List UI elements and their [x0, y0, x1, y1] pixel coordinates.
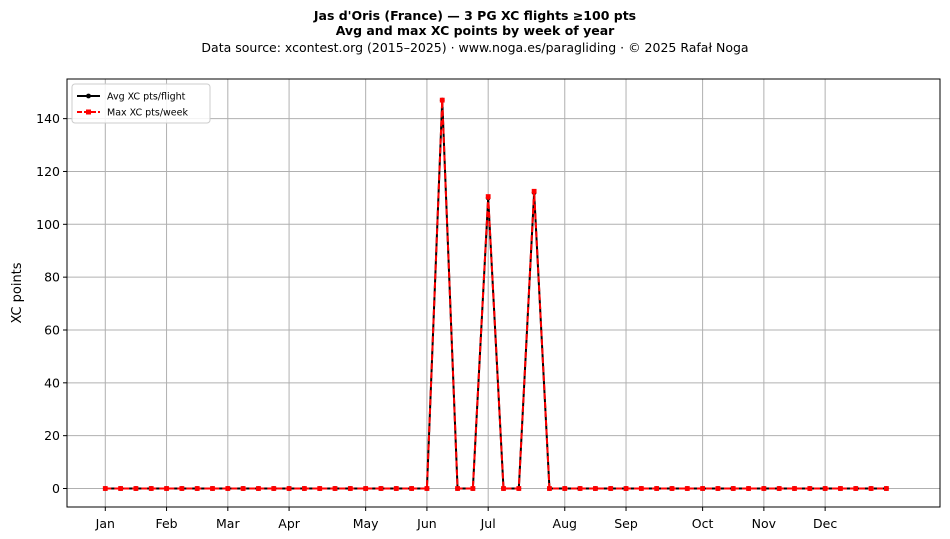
max-point — [439, 97, 445, 103]
x-tick-label: Oct — [692, 516, 714, 531]
max-point — [853, 486, 859, 491]
x-tick-label: Aug — [553, 516, 577, 531]
x-tick-label: Sep — [614, 516, 638, 531]
legend-marker — [86, 109, 91, 115]
max-point — [210, 486, 215, 491]
max-point — [393, 486, 399, 491]
max-point — [547, 486, 552, 491]
legend-box — [71, 83, 211, 124]
axis-ticks: 0 20 40 60 80 100 120 140 Jan Feb Mar Apr May Jun Jul A… — [36, 111, 837, 531]
x-tick-label: Mar — [216, 516, 240, 531]
max-point — [485, 194, 491, 199]
x-tick-label: May — [353, 516, 379, 531]
max-point — [730, 486, 736, 491]
x-tick-label: Feb — [155, 516, 177, 531]
legend-label: Max XC pts/week — [107, 108, 188, 119]
max-point — [286, 486, 292, 491]
x-tick-label: Nov — [752, 516, 777, 531]
y-tick-label: 40 — [44, 375, 60, 390]
x-tick-label: Jan — [95, 516, 115, 531]
y-tick-label: 0 — [52, 481, 60, 496]
max-point — [838, 486, 843, 491]
legend-label: Avg XC pts/flight — [107, 92, 186, 103]
max-point — [822, 486, 828, 491]
chart-title-block: Jas d'Oris (France) — 3 PG XC flights ≥1… — [0, 8, 950, 56]
y-tick-label: 140 — [36, 111, 60, 126]
y-tick-label: 20 — [44, 428, 60, 443]
max-point — [363, 486, 369, 491]
plot-frame — [66, 78, 941, 508]
max-point — [746, 486, 751, 491]
max-point — [608, 486, 614, 491]
max-point — [301, 486, 307, 491]
max-point — [761, 486, 767, 491]
max-point — [792, 486, 797, 491]
max-point — [638, 486, 644, 491]
series-line-max — [105, 99, 887, 490]
max-point — [684, 486, 690, 491]
max-point — [700, 486, 706, 491]
max-point — [592, 486, 598, 491]
max-point — [256, 486, 261, 491]
max-point — [470, 486, 476, 491]
max-point — [194, 486, 200, 491]
x-tick-label: Jul — [480, 516, 496, 531]
max-point — [623, 486, 629, 491]
max-point — [715, 486, 721, 491]
x-tick-label: Dec — [813, 516, 837, 531]
series-layer — [102, 97, 889, 491]
max-point — [378, 486, 384, 491]
max-point — [455, 486, 460, 491]
grid — [67, 79, 940, 507]
max-point — [164, 486, 169, 491]
y-tick-label: 60 — [44, 322, 60, 337]
max-point — [501, 486, 506, 491]
max-point — [577, 486, 583, 491]
max-point — [409, 486, 415, 491]
max-point — [669, 486, 675, 491]
max-point — [148, 486, 154, 491]
y-tick-label: 80 — [44, 270, 60, 285]
max-point — [332, 486, 338, 491]
y-tick-label: 100 — [36, 217, 60, 232]
max-point — [516, 486, 522, 491]
max-point — [776, 486, 782, 491]
series-line-avg — [105, 99, 887, 490]
max-point — [133, 486, 139, 491]
y-tick-label: 120 — [36, 164, 60, 179]
max-point — [562, 486, 568, 491]
max-point — [424, 486, 430, 491]
x-tick-label: Apr — [278, 516, 300, 531]
max-point — [807, 486, 813, 491]
max-point — [240, 486, 246, 491]
legend: Avg XC pts/flight Max XC pts/week — [71, 83, 211, 124]
max-point — [868, 486, 874, 491]
x-tick-label: Jun — [416, 516, 437, 531]
chart-subtitle: Avg and max XC points by week of year — [335, 23, 615, 38]
max-point — [118, 486, 124, 491]
max-point — [654, 486, 660, 491]
max-point — [179, 486, 185, 491]
legend-marker — [86, 93, 91, 99]
chart-title: Jas d'Oris (France) — 3 PG XC flights ≥1… — [313, 8, 637, 23]
max-point — [271, 486, 277, 491]
max-point — [883, 486, 889, 491]
max-point — [225, 486, 231, 491]
max-point — [531, 188, 537, 194]
data-source-line: Data source: xcontest.org (2015–2025) · … — [201, 40, 749, 55]
max-point — [102, 486, 108, 491]
max-point — [317, 486, 323, 491]
y-axis-label: XC points — [10, 262, 25, 323]
max-point — [347, 486, 353, 491]
